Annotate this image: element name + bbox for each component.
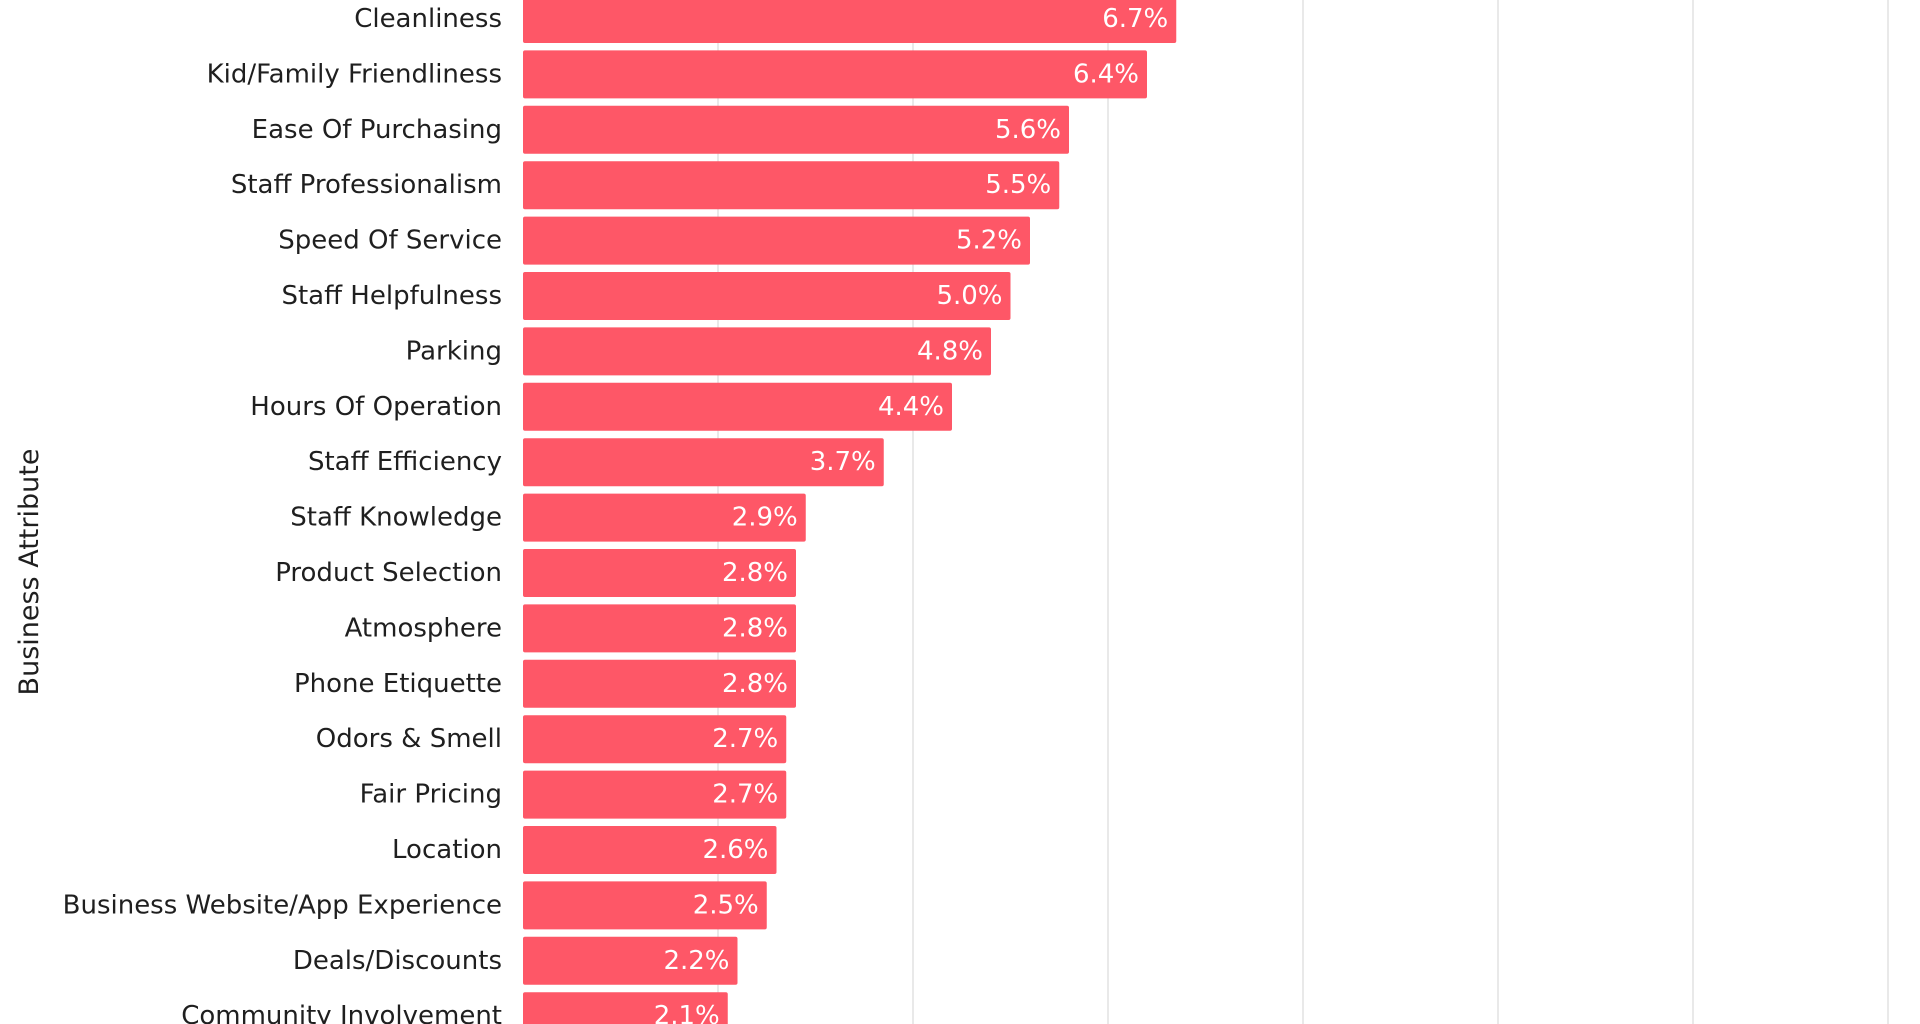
category-label: Cleanliness	[354, 4, 502, 34]
data-label: 5.2%	[956, 226, 1022, 256]
category-label: Ease Of Purchasing	[252, 115, 502, 145]
bar	[523, 549, 796, 597]
data-label: 2.7%	[712, 724, 778, 754]
bar	[523, 992, 728, 1024]
bar	[523, 105, 1069, 154]
category-label: Hours Of Operation	[250, 392, 502, 422]
data-label: 5.0%	[936, 281, 1002, 311]
data-label: 2.6%	[702, 835, 768, 865]
data-label: 2.8%	[722, 558, 788, 588]
bar	[523, 438, 884, 487]
category-label: Community Involvement	[181, 1001, 502, 1024]
data-label: 2.8%	[722, 669, 788, 699]
bar	[523, 659, 796, 708]
category-label: Staff Knowledge	[290, 503, 502, 533]
bar	[523, 826, 777, 874]
bar	[523, 881, 767, 930]
data-label: 5.5%	[985, 170, 1051, 200]
category-label: Staff Professionalism	[231, 170, 502, 200]
value-labels: 6.7% 6.4% 5.6% 5.5% 5.2% 5.0% 4.8% 4.4%3.7% 2.9%…	[654, 4, 1169, 1024]
bar	[523, 604, 796, 653]
bar	[523, 382, 952, 431]
category-label: Staff Efficiency	[308, 447, 502, 477]
data-label: 2.2%	[663, 946, 729, 976]
data-label: 4.4%	[878, 392, 944, 422]
data-label: 2.7%	[712, 780, 778, 810]
category-label: Speed Of Service	[278, 226, 502, 256]
category-label: Deals/Discounts	[293, 946, 502, 976]
bar	[523, 161, 1060, 210]
data-label: 5.6%	[995, 115, 1061, 145]
data-label: 2.9%	[732, 503, 798, 533]
data-label: 4.8%	[917, 336, 983, 366]
category-label: Business Website/App Experience	[63, 890, 502, 920]
bar	[523, 50, 1147, 99]
category-label: Staff Helpfulness	[281, 281, 502, 311]
category-label: Fair Pricing	[360, 780, 502, 810]
category-label: Phone Etiquette	[294, 669, 502, 699]
category-label: Parking	[406, 336, 502, 366]
category-label: Location	[392, 835, 502, 865]
data-label: 2.1%	[654, 1001, 720, 1024]
data-label: 2.8%	[722, 613, 788, 643]
data-label: 3.7%	[810, 447, 876, 477]
bar	[523, 272, 1011, 320]
bar	[523, 493, 806, 542]
bar	[523, 715, 787, 764]
category-label: Odors & Smell	[316, 724, 502, 754]
data-label: 6.7%	[1102, 4, 1168, 34]
bar	[523, 216, 1030, 265]
category-labels: Cleanliness Kid/Family Friendliness Ease O…	[63, 4, 502, 1024]
category-label: Kid/Family Friendliness	[207, 59, 502, 89]
category-label: Product Selection	[275, 558, 502, 588]
category-label: Atmosphere	[345, 613, 502, 643]
y-axis-title: Business Attribute	[14, 449, 45, 696]
bars	[523, 0, 1177, 1024]
data-label: 6.4%	[1073, 59, 1139, 89]
data-label: 2.5%	[693, 890, 759, 920]
bar	[523, 936, 738, 985]
bar	[523, 0, 1177, 43]
bar	[523, 770, 787, 819]
bar	[523, 327, 991, 376]
